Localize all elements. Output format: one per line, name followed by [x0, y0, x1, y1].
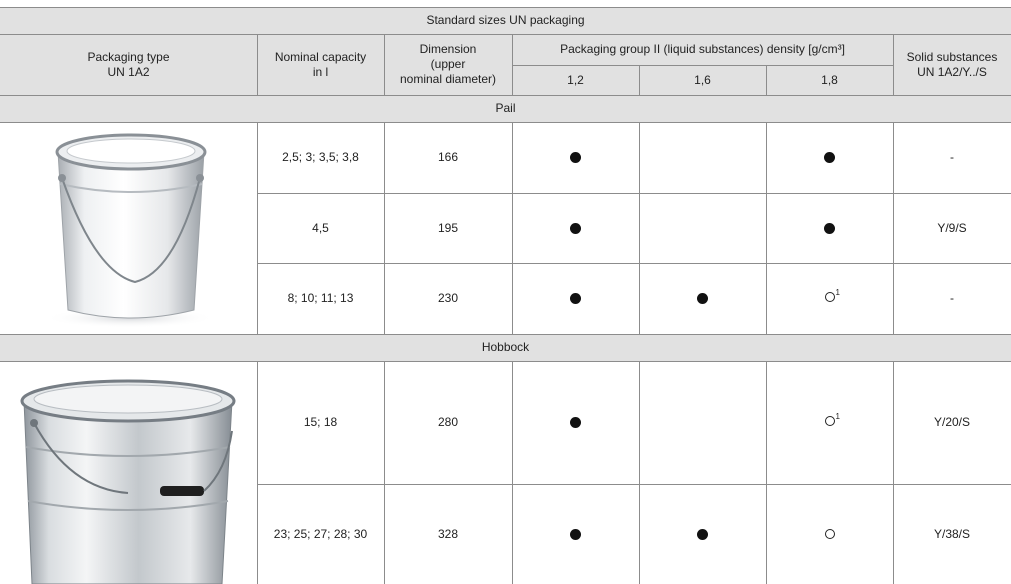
section-hobbock: Hobbock — [0, 334, 1011, 361]
pail-row3-capacity: 8; 10; 11; 13 — [257, 263, 384, 334]
pail-row3-solid: - — [893, 263, 1011, 334]
open-circle-footnote: 1 — [824, 412, 840, 430]
pail-row3-density-1-6 — [639, 263, 766, 334]
header-packaging-type-line1: Packaging type — [87, 49, 170, 64]
pail-row2-dimension-text: 195 — [437, 220, 459, 235]
filled-dot-icon — [824, 222, 835, 234]
hobbock-row1-density-1-2 — [512, 361, 639, 484]
filled-dot-icon — [570, 528, 581, 540]
pail-row1-dimension-text: 166 — [437, 150, 459, 164]
pail-row1-solid-text: - — [950, 150, 954, 164]
hobbock-row2-dimension-text: 328 — [437, 526, 459, 541]
header-dimension-line1: Dimension — [419, 42, 477, 56]
filled-dot-icon — [570, 152, 581, 163]
hobbock-row2-density-1-8 — [766, 484, 893, 584]
header-density-1-6-text: 1,6 — [694, 72, 711, 87]
hobbock-row1-capacity-text: 15; 18 — [303, 415, 338, 429]
pail-row1-capacity-text: 2,5; 3; 3,5; 3,8 — [282, 150, 359, 164]
hobbock-row2-solid-text: Y/38/S — [933, 526, 971, 541]
filled-dot-icon — [824, 152, 835, 163]
header-dimension-line3: nominal diameter) — [399, 72, 497, 86]
header-solid-line1: Solid substances — [906, 49, 998, 64]
header-solid-line2: UN 1A2/Y../S — [917, 64, 987, 79]
section-pail-label: Pail — [495, 101, 516, 115]
hobbock-row1-dimension-text: 280 — [437, 415, 459, 429]
hobbock-row2-density-1-6 — [639, 484, 766, 584]
footnote-mark: 1 — [835, 412, 840, 421]
header-dimension: Dimension (upper nominal diameter) — [384, 34, 512, 95]
hobbock-row2-dimension: 328 — [384, 484, 512, 584]
pail-row3-dimension-text: 230 — [437, 291, 459, 305]
table-title-text: Standard sizes UN packaging — [426, 13, 585, 27]
footnote-mark: 1 — [835, 288, 840, 297]
pail-row2-density-1-2 — [512, 193, 639, 263]
header-density-1-8-text: 1,8 — [821, 72, 838, 87]
pail-row2-density-1-8 — [766, 193, 893, 263]
section-pail: Pail — [0, 95, 1011, 122]
pail-row1-dimension: 166 — [384, 122, 512, 193]
pail-row3-density-1-2 — [512, 263, 639, 334]
header-capacity-line1: Nominal capacity — [274, 49, 367, 64]
hobbock-image — [0, 361, 257, 584]
header-packaging-type: Packaging type UN 1A2 — [0, 34, 257, 95]
section-hobbock-label: Hobbock — [481, 340, 530, 354]
pail-row2-solid-text: Y/9/S — [937, 220, 967, 235]
pail-row3-density-1-8: 1 — [766, 263, 893, 334]
header-capacity: Nominal capacity in l — [257, 34, 384, 95]
header-dimension-line2: (upper — [430, 57, 466, 71]
pail-row1-solid: - — [893, 122, 1011, 193]
pail-row1-density-1-8 — [766, 122, 893, 193]
header-density-1-8: 1,8 — [766, 65, 893, 95]
header-solid-substances: Solid substances UN 1A2/Y../S — [893, 34, 1011, 95]
hobbock-row1-solid-text: Y/20/S — [933, 415, 971, 429]
pail-row2-capacity-text: 4,5 — [312, 220, 329, 235]
pail-image — [0, 122, 257, 334]
hobbock-row2-capacity: 23; 25; 27; 28; 30 — [257, 484, 384, 584]
header-density-group-text: Packaging group II (liquid substances) d… — [560, 42, 845, 56]
filled-dot-icon — [697, 293, 708, 304]
pail-row1-capacity: 2,5; 3; 3,5; 3,8 — [257, 122, 384, 193]
filled-dot-icon — [697, 528, 708, 540]
open-circle-icon — [824, 292, 835, 302]
header-density-1-2-text: 1,2 — [567, 72, 584, 87]
pail-row3-dimension: 230 — [384, 263, 512, 334]
header-density-1-2: 1,2 — [512, 65, 639, 95]
pail-row3-capacity-text: 8; 10; 11; 13 — [287, 291, 354, 305]
pail-row2-capacity: 4,5 — [257, 193, 384, 263]
hobbock-row2-density-1-2 — [512, 484, 639, 584]
pail-row2-solid: Y/9/S — [893, 193, 1011, 263]
hobbock-row1-capacity: 15; 18 — [257, 361, 384, 484]
filled-dot-icon — [570, 222, 581, 234]
header-packaging-type-line2: UN 1A2 — [107, 64, 150, 79]
hobbock-row1-solid: Y/20/S — [893, 361, 1011, 484]
hobbock-row1-density-1-8: 1 — [766, 361, 893, 484]
open-circle-icon — [824, 529, 835, 539]
pail-row3-solid-text: - — [950, 291, 954, 305]
hobbock-row2-capacity-text: 23; 25; 27; 28; 30 — [273, 526, 368, 541]
hobbock-row1-dimension: 280 — [384, 361, 512, 484]
pail-row2-dimension: 195 — [384, 193, 512, 263]
header-density-1-6: 1,6 — [639, 65, 766, 95]
header-capacity-line2: in l — [312, 64, 329, 79]
filled-dot-icon — [570, 417, 581, 428]
pail-row1-density-1-2 — [512, 122, 639, 193]
open-circle-footnote: 1 — [824, 288, 840, 306]
filled-dot-icon — [570, 293, 581, 304]
hobbock-row2-solid: Y/38/S — [893, 484, 1011, 584]
open-circle-icon — [824, 416, 835, 426]
table-title: Standard sizes UN packaging — [0, 7, 1011, 34]
header-density-group: Packaging group II (liquid substances) d… — [512, 34, 893, 65]
